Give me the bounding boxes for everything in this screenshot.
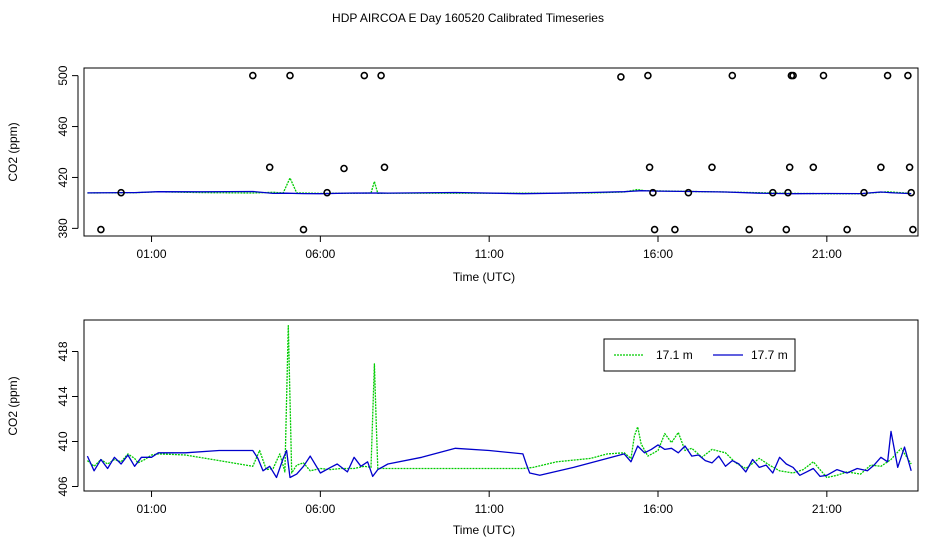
top-outlier-point [843, 225, 851, 234]
top-outlier-point [784, 188, 792, 197]
bottom-x-tick-label: 01:00 [137, 502, 167, 516]
top-outlier-point [909, 225, 917, 234]
top-outlier-point [860, 188, 868, 197]
top-y-tick-label: 500 [56, 65, 70, 85]
top-y-tick-label: 380 [56, 218, 70, 238]
top-y-tick-label: 460 [56, 116, 70, 136]
top-outlier-point [905, 163, 914, 172]
legend-label-17-7m: 17.7 m [751, 348, 788, 362]
top-x-tick-label: 01:00 [137, 247, 167, 261]
top-outlier-point [809, 163, 818, 172]
figure-title: HDP AIRCOA E Day 160520 Calibrated Times… [332, 11, 604, 25]
top-outlier-point [708, 163, 716, 172]
bottom-series-lines [86, 324, 912, 479]
top-outlier-point [728, 71, 737, 80]
top-x-tick-label: 21:00 [812, 247, 842, 261]
top-outlier-point [97, 225, 105, 234]
top-x-axis-label: Time (UTC) [453, 270, 515, 284]
top-outlier-point [249, 71, 257, 80]
top-outlier-point [617, 73, 625, 81]
bottom-panel: 01:00 06:00 11:00 16:00 21:00 406 410 414 418 T… [6, 319, 919, 537]
top-outlier-point [360, 71, 369, 80]
top-outlier-point [819, 71, 828, 80]
top-outlier-point [904, 71, 912, 80]
top-outlier-point [117, 188, 125, 197]
bottom-x-axis-label: Time (UTC) [453, 523, 515, 537]
top-outlier-point [877, 163, 885, 172]
top-outlier-point [671, 225, 679, 234]
bottom-plot-frame [83, 319, 919, 492]
top-y-axis: 380 420 460 500 [56, 65, 79, 238]
top-outlier-point [883, 71, 892, 80]
top-outlier-point [323, 188, 331, 197]
bottom-y-axis-label: CO2 (ppm) [6, 376, 20, 435]
bottom-x-tick-label: 21:00 [812, 502, 842, 516]
top-y-axis-label: CO2 (ppm) [6, 122, 20, 181]
top-outlier-point [649, 188, 657, 197]
top-outlier-point [645, 163, 654, 172]
top-outlier-point [782, 225, 791, 234]
top-series-line-17-7-m [87, 190, 912, 195]
top-panel: 01:00 06:00 11:00 16:00 21:00 380 420 460 500 T… [6, 65, 919, 284]
top-outlier-point [340, 164, 348, 173]
top-x-tick-label: 16:00 [643, 247, 673, 261]
top-outlier-point [745, 225, 754, 234]
top-outlier-point [265, 163, 274, 172]
top-outlier-point [650, 225, 659, 234]
top-series-lines [87, 177, 912, 195]
bottom-y-tick-label: 414 [56, 386, 70, 406]
bottom-y-tick-label: 418 [56, 341, 70, 361]
top-x-axis: 01:00 06:00 11:00 16:00 21:00 [137, 236, 842, 261]
top-outlier-point [286, 71, 294, 80]
top-plot-frame [83, 67, 919, 237]
bottom-series-line-17-1-m [86, 324, 912, 479]
bottom-x-tick-label: 11:00 [475, 502, 504, 516]
top-outlier-point [380, 163, 389, 172]
bottom-x-tick-label: 16:00 [643, 502, 673, 516]
top-outlier-point [644, 71, 652, 80]
legend: 17.1 m 17.7 m [603, 338, 796, 372]
legend-label-17-1m: 17.1 m [656, 348, 693, 362]
bottom-x-axis: 01:00 06:00 11:00 16:00 21:00 [137, 491, 842, 516]
top-outlier-point [299, 225, 308, 234]
bottom-y-tick-label: 406 [56, 476, 70, 496]
bottom-y-tick-label: 410 [56, 431, 70, 451]
top-outlier-point [377, 71, 385, 80]
top-x-tick-label: 11:00 [475, 247, 504, 261]
top-x-tick-label: 06:00 [305, 247, 335, 261]
top-outlier-point [907, 188, 916, 197]
bottom-series-line-17-7-m [86, 430, 912, 479]
top-y-tick-label: 420 [56, 167, 70, 187]
top-outlier-point [785, 163, 794, 172]
top-outlier-point [768, 188, 777, 197]
bottom-x-tick-label: 06:00 [305, 502, 335, 516]
top-outlier-points [97, 71, 917, 234]
bottom-y-axis: 406 410 414 418 [56, 341, 79, 497]
top-outlier-point [684, 188, 693, 197]
top-outlier-point [789, 71, 797, 80]
